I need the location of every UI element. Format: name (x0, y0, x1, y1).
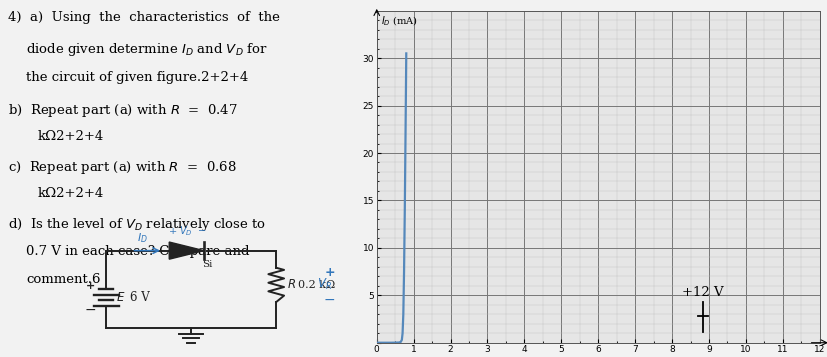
Text: +: + (86, 281, 95, 291)
Text: 0.7 V in each case? Compare and: 0.7 V in each case? Compare and (26, 245, 250, 257)
Text: + $V_D$  −: + $V_D$ − (167, 224, 206, 238)
Text: $I_D$ (mA): $I_D$ (mA) (380, 14, 418, 27)
Text: −: − (323, 293, 335, 307)
Text: kΩ2+2+4: kΩ2+2+4 (38, 130, 104, 143)
Text: $V_R$: $V_R$ (317, 277, 332, 292)
Text: 4)  a)  Using  the  characteristics  of  the: 4) a) Using the characteristics of the (7, 11, 279, 24)
Text: kΩ2+2+4: kΩ2+2+4 (38, 187, 104, 200)
Text: −: − (84, 302, 96, 317)
Text: $E$: $E$ (116, 291, 125, 304)
Text: Si: Si (202, 260, 213, 269)
Text: 6 V: 6 V (130, 291, 150, 304)
Text: the circuit of given figure.2+2+4: the circuit of given figure.2+2+4 (26, 71, 248, 84)
Text: $I_D$: $I_D$ (137, 231, 148, 245)
Text: c)  Repeat part (a) with $R$  =  0.68: c) Repeat part (a) with $R$ = 0.68 (7, 159, 236, 176)
Polygon shape (169, 242, 203, 259)
Text: +: + (324, 266, 335, 278)
Text: comment.6: comment.6 (26, 273, 101, 286)
Text: $V_D$(V): $V_D$(V) (823, 356, 827, 357)
Text: $R$: $R$ (287, 278, 296, 291)
Text: +12 V: +12 V (681, 286, 723, 298)
Text: diode given determine $I_D$ and $V_D$ for: diode given determine $I_D$ and $V_D$ fo… (26, 41, 268, 58)
Text: b)  Repeat part (a) with $R$  =  0.47: b) Repeat part (a) with $R$ = 0.47 (7, 102, 237, 119)
Text: 0.2 kΩ: 0.2 kΩ (298, 280, 335, 290)
Text: d)  Is the level of $V_D$ relatively close to: d) Is the level of $V_D$ relatively clos… (7, 216, 265, 233)
